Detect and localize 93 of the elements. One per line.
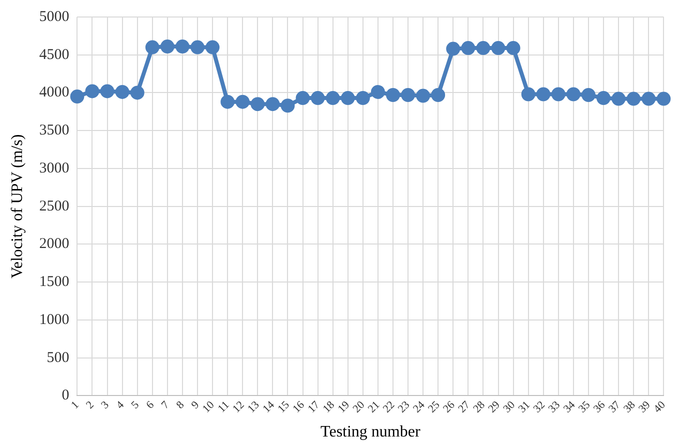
point: [581, 88, 596, 102]
x-tick-label: 7: [159, 398, 172, 412]
point: [220, 94, 235, 109]
point: [160, 40, 174, 54]
x-tick-label: 34: [561, 398, 578, 416]
x-tick-label: 25: [426, 398, 443, 416]
point: [266, 97, 280, 112]
x-tick-label: 13: [246, 398, 262, 416]
x-tick-label: 38: [621, 398, 638, 416]
x-tick-label: 16: [290, 398, 308, 416]
point: [401, 88, 416, 102]
x-tick-label: 18: [320, 398, 338, 416]
point: [476, 41, 490, 56]
point: [536, 87, 550, 102]
point: [656, 92, 671, 106]
point: [310, 91, 325, 106]
point: [296, 91, 310, 106]
x-tick-label: 24: [410, 398, 428, 416]
x-tick-label: 1: [68, 399, 82, 412]
x-tick-label: 2: [84, 399, 96, 412]
y-tick-label: 2000: [39, 236, 70, 252]
point: [446, 42, 460, 56]
x-tick-label: 35: [576, 398, 593, 416]
x-tick-label: 36: [591, 398, 608, 416]
point: [280, 98, 295, 113]
point: [416, 88, 430, 103]
y-axis-title: Velocity of UPV (m/s): [8, 134, 26, 278]
y-tick-label: 3000: [39, 160, 70, 176]
y-tick-label: 2500: [39, 198, 70, 214]
point: [326, 91, 340, 106]
point: [612, 92, 626, 106]
x-tick-label: 20: [350, 398, 368, 416]
x-tick-label: 28: [471, 398, 488, 416]
point: [566, 87, 580, 102]
point: [85, 84, 100, 98]
point: [551, 87, 566, 102]
x-tick-label: 33: [546, 398, 563, 416]
point: [130, 86, 144, 100]
x-tick-label: 3: [99, 398, 112, 412]
x-tick-label: 5: [129, 398, 142, 412]
point: [175, 40, 190, 54]
point: [115, 84, 130, 99]
x-tick-label: 22: [380, 399, 398, 416]
x-tick-label: 23: [396, 398, 413, 416]
y-tick-label: 4500: [39, 46, 70, 63]
point: [190, 40, 204, 54]
x-tick-label: 21: [366, 399, 382, 416]
x-tick-label: 30: [501, 398, 518, 416]
x-tick-label: 40: [652, 398, 668, 416]
point: [461, 41, 476, 56]
x-tick-label: 31: [516, 399, 532, 416]
point: [250, 97, 265, 112]
x-tick-label: 12: [230, 399, 247, 416]
x-tick-label: 8: [174, 398, 187, 412]
point: [356, 91, 370, 106]
x-tick-label: 14: [260, 398, 278, 416]
x-tick-label: 11: [216, 399, 232, 416]
point: [145, 40, 160, 54]
point: [236, 94, 250, 109]
y-tick-label: 5000: [39, 8, 70, 25]
x-tick-label: 6: [144, 398, 157, 412]
point: [626, 92, 641, 106]
point: [491, 41, 506, 56]
point: [596, 91, 611, 106]
x-tick-label: 4: [114, 398, 127, 412]
point: [431, 88, 446, 102]
point: [642, 92, 656, 106]
y-tick-label: 3500: [39, 122, 70, 139]
x-axis-title: Testing number: [320, 424, 421, 441]
x-tick-label: 15: [276, 398, 292, 416]
point: [370, 84, 385, 99]
x-tick-label: 27: [456, 398, 473, 416]
point: [206, 40, 220, 54]
y-tick-label: 1500: [39, 274, 70, 290]
x-tick-label: 29: [486, 398, 503, 416]
x-tick-label: 9: [189, 398, 202, 412]
point: [506, 41, 520, 56]
y-tick-label: 500: [46, 350, 70, 366]
y-tick-label: 0: [62, 388, 70, 404]
x-tick-label: 26: [441, 398, 458, 416]
y-tick-label: 1000: [39, 312, 70, 328]
point: [386, 88, 400, 102]
x-tick-label: 10: [200, 398, 218, 416]
x-tick-label: 32: [531, 399, 548, 416]
point: [70, 90, 84, 104]
x-tick-label: 37: [606, 398, 624, 416]
point: [521, 87, 536, 102]
y-tick-label: 4000: [39, 84, 70, 101]
x-tick-label: 17: [306, 398, 322, 416]
x-tick-label: 19: [336, 398, 352, 416]
point: [100, 84, 114, 98]
point: [340, 91, 355, 106]
x-tick-label: 39: [636, 398, 654, 416]
